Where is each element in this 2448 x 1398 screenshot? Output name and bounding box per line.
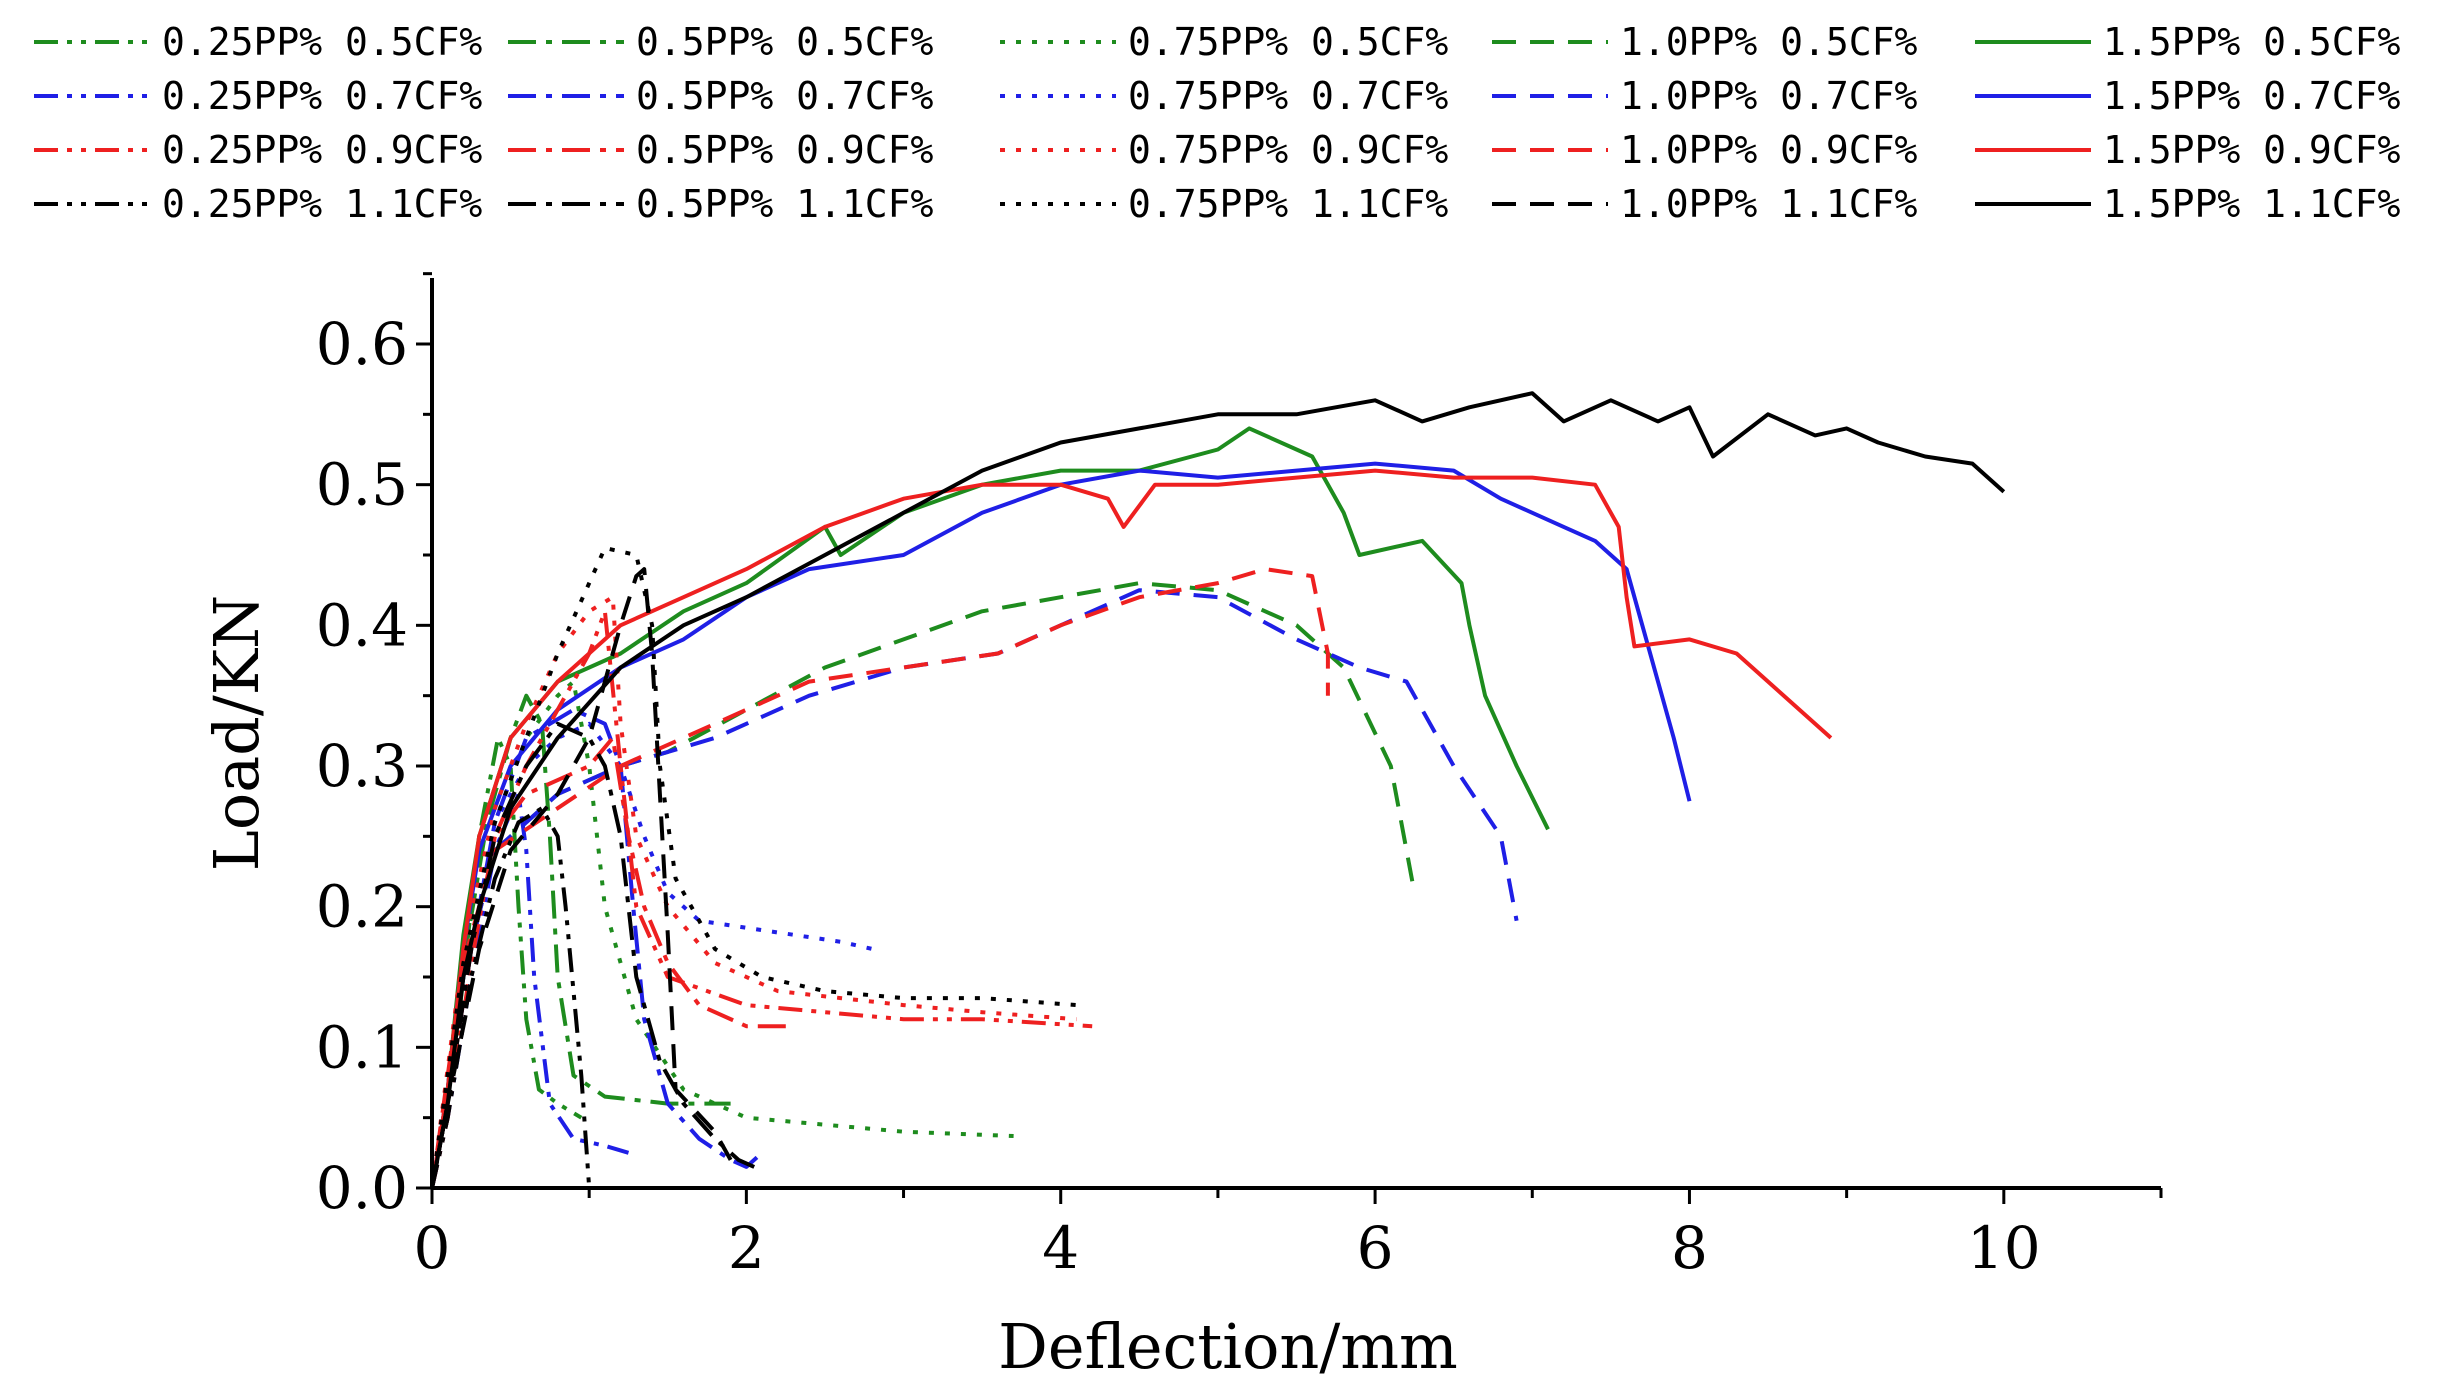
- legend-label: 1.5PP% 1.1CF%: [2103, 182, 2401, 226]
- x-tick-label: 0: [414, 1214, 451, 1282]
- legend-label: 0.75PP% 1.1CF%: [1128, 182, 1448, 226]
- legend-label: 0.25PP% 1.1CF%: [162, 182, 482, 226]
- legend-label: 0.5PP% 0.7CF%: [636, 74, 934, 118]
- legend-label: 0.5PP% 0.5CF%: [636, 20, 934, 64]
- series-line: [430, 806, 592, 1189]
- legend-label: 0.25PP% 0.5CF%: [162, 20, 482, 64]
- legend-label: 0.5PP% 1.1CF%: [636, 182, 934, 226]
- y-tick-label: 0.0: [316, 1154, 408, 1222]
- y-tick-label: 0.5: [316, 451, 408, 519]
- legend-label: 0.25PP% 0.9CF%: [162, 128, 482, 172]
- series-line: [430, 567, 733, 1189]
- legend-label: 0.75PP% 0.7CF%: [1128, 74, 1448, 118]
- y-ticks: 0.0 0.1 0.2 0.3 0.4 0.5 0.6: [316, 272, 432, 1222]
- series-line: [430, 546, 1077, 1189]
- series-line: [430, 391, 2006, 1189]
- y-tick-label: 0.2: [316, 873, 408, 941]
- legend-label: 0.75PP% 0.9CF%: [1128, 128, 1448, 172]
- legend-label: 1.0PP% 0.5CF%: [1620, 20, 1918, 64]
- axes: [430, 278, 2161, 1190]
- x-tick-label: 8: [1671, 1214, 1708, 1282]
- legend-label: 1.5PP% 0.5CF%: [2103, 20, 2401, 64]
- legend-label: 1.5PP% 0.7CF%: [2103, 74, 2401, 118]
- legend-label: 0.75PP% 0.5CF%: [1128, 20, 1448, 64]
- x-ticks: 0 2 4 6 8 10: [414, 1188, 2163, 1282]
- legend-label: 1.5PP% 0.9CF%: [2103, 128, 2401, 172]
- series-line: [430, 468, 1833, 1189]
- x-tick-label: 10: [1967, 1214, 2041, 1282]
- series-line: [430, 735, 794, 1189]
- x-axis-title: Deflection/mm: [998, 1310, 1458, 1383]
- x-tick-label: 4: [1042, 1214, 1079, 1282]
- y-axis-title: Load/KN: [200, 595, 273, 872]
- x-tick-label: 6: [1357, 1214, 1394, 1282]
- y-tick-label: 0.6: [316, 310, 408, 378]
- plot-series: [430, 391, 2006, 1189]
- legend-label: 1.0PP% 0.9CF%: [1620, 128, 1918, 172]
- series-line: [430, 567, 1330, 1189]
- series-line: [430, 595, 1077, 1189]
- legend: 0.25PP% 0.5CF% 0.5PP% 0.5CF% 0.75PP% 0.5CF…: [34, 20, 2401, 226]
- legend-label: 1.0PP% 0.7CF%: [1620, 74, 1918, 118]
- y-tick-label: 0.4: [316, 591, 408, 659]
- x-tick-label: 2: [728, 1214, 765, 1282]
- legend-label: 0.5PP% 0.9CF%: [636, 128, 934, 172]
- legend-label: 0.25PP% 0.7CF%: [162, 74, 482, 118]
- legend-label: 1.0PP% 1.1CF%: [1620, 182, 1918, 226]
- y-tick-label: 0.1: [316, 1013, 408, 1081]
- y-tick-label: 0.3: [316, 732, 408, 800]
